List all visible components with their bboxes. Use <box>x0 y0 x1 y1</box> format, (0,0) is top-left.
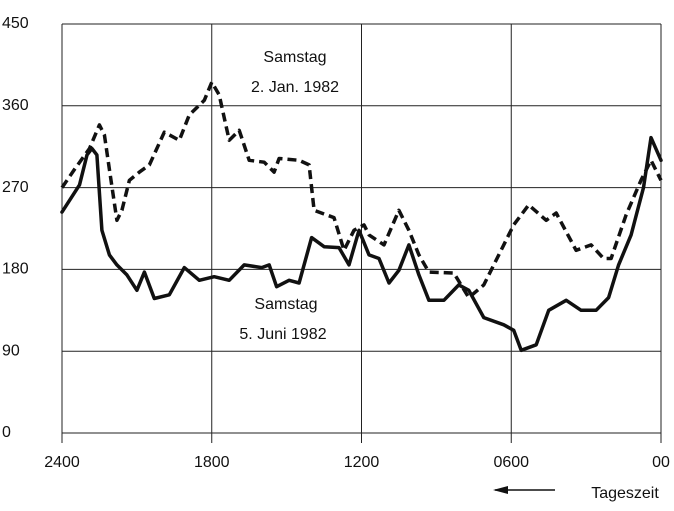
x-tick-label: 1200 <box>344 454 380 471</box>
line <box>60 80 663 300</box>
x-tick-label: 1800 <box>194 454 230 471</box>
y-tick-label: 360 <box>2 97 29 114</box>
annotation: 5. Juni 1982 <box>239 326 326 343</box>
annotation: 2. Jan. 1982 <box>251 79 339 96</box>
x-tick-label: 0600 <box>493 454 529 471</box>
line <box>60 135 663 353</box>
annotation: Tageszeit <box>591 485 659 502</box>
y-tick-label: 0 <box>2 424 11 441</box>
arrow-head <box>493 486 508 494</box>
y-tick-label: 450 <box>2 15 29 32</box>
x-tick-label: 2400 <box>44 454 80 471</box>
y-tick-label: 270 <box>2 179 29 196</box>
x-tick-label: 00 <box>652 454 670 471</box>
y-tick-label: 90 <box>2 342 20 359</box>
y-tick-label: 180 <box>2 261 29 278</box>
annotation: Samstag <box>263 49 326 66</box>
annotation: Samstag <box>254 296 317 313</box>
